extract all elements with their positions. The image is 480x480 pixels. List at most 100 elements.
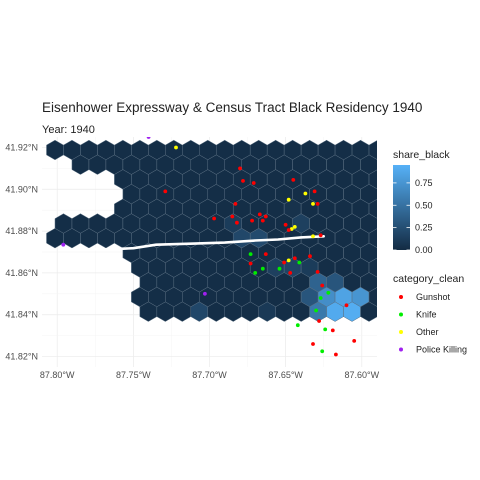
tract-hexagon	[368, 228, 377, 248]
legend-key-gunshot	[399, 295, 403, 299]
y-axis-ticks: 41.92°N 41.90°N 41.88°N 41.86°N 41.84°N 41.82…	[5, 142, 38, 361]
incident-point	[286, 258, 291, 263]
incident-point	[334, 352, 338, 357]
incident-point	[235, 220, 239, 225]
colorbar-tick-label: 0.50	[415, 200, 433, 210]
incident-point	[260, 218, 265, 223]
incident-point	[163, 189, 168, 194]
plot-panel	[42, 137, 395, 367]
y-tick-label: 41.86°N	[5, 268, 38, 278]
incident-point	[311, 234, 315, 239]
incident-point	[174, 145, 178, 150]
legend-label: Police Killing	[416, 345, 467, 355]
incident-points	[61, 137, 357, 357]
incident-point	[318, 233, 323, 238]
x-tick-label: 87.70°W	[192, 370, 227, 380]
incident-point	[283, 222, 288, 227]
incident-point	[286, 228, 291, 232]
incident-point	[323, 327, 328, 332]
legend-label: Gunshot	[416, 292, 451, 302]
incident-point	[297, 260, 302, 265]
tract-hexagon	[378, 243, 395, 263]
chart-title: Eisenhower Expressway & Census Tract Bla…	[42, 100, 422, 115]
incident-point	[352, 339, 357, 343]
incident-point	[308, 254, 312, 259]
incident-point	[286, 197, 291, 202]
legend-key-other	[399, 330, 403, 334]
incident-point	[318, 296, 323, 300]
incident-point	[263, 214, 268, 219]
tract-hexagon	[368, 140, 377, 160]
tract-hexagon	[368, 199, 377, 219]
incident-point	[248, 252, 253, 256]
incident-point	[291, 178, 296, 182]
incident-point	[311, 342, 315, 346]
eisenhower-expressway-line	[71, 235, 325, 251]
point-legend: category_clean Gunshot Knife Other Police K…	[393, 273, 467, 355]
legend-label: Knife	[416, 310, 437, 320]
x-tick-label: 87.60°W	[344, 370, 379, 380]
incident-point	[260, 266, 265, 271]
point-legend-title: category_clean	[393, 273, 464, 285]
y-tick-label: 41.82°N	[5, 352, 38, 362]
tract-hexagon	[360, 301, 377, 322]
fill-legend-ticks: 0.75 0.50 0.25 0.00	[393, 178, 433, 255]
x-tick-label: 87.80°W	[40, 370, 75, 380]
incident-point	[238, 166, 242, 171]
incident-point	[230, 214, 235, 219]
incident-point	[253, 271, 258, 275]
incident-point	[320, 283, 325, 288]
incident-point	[295, 323, 300, 328]
incident-point	[303, 191, 308, 196]
incident-point	[263, 252, 268, 256]
incident-point	[314, 308, 318, 313]
incident-point	[292, 256, 297, 261]
incident-point	[344, 303, 349, 308]
incident-point	[315, 202, 320, 206]
incident-point	[288, 271, 293, 275]
incident-point	[257, 212, 262, 217]
tract-hexagon	[378, 273, 395, 293]
legend-key-knife	[399, 312, 403, 317]
incident-point	[289, 227, 294, 231]
incident-point	[282, 260, 286, 265]
x-tick-label: 87.65°W	[268, 370, 303, 380]
x-axis-ticks: 87.80°W 87.75°W 87.70°W 87.65°W 87.60°W	[40, 370, 380, 380]
incident-point	[326, 290, 331, 295]
incident-point	[212, 216, 217, 221]
y-tick-label: 41.84°N	[5, 310, 38, 320]
incident-point	[315, 270, 320, 274]
incident-point	[241, 179, 245, 183]
tract-hexagon	[378, 214, 395, 234]
tract-hexagon	[368, 287, 377, 307]
incident-point	[312, 189, 317, 194]
y-tick-label: 41.92°N	[5, 142, 38, 152]
x-tick-label: 87.75°W	[116, 370, 151, 380]
tract-hexagon	[368, 257, 377, 278]
fill-legend-colorbar	[393, 165, 410, 250]
incident-point	[251, 181, 256, 185]
incident-point	[233, 202, 238, 206]
incident-point	[330, 328, 335, 333]
incident-point	[320, 349, 325, 354]
fill-legend-title: share_black	[393, 149, 450, 161]
incident-point	[61, 242, 66, 247]
legend-key-police-killing	[399, 347, 403, 352]
incident-point	[311, 202, 315, 206]
tract-hexagon	[378, 302, 395, 322]
incident-point	[203, 291, 207, 296]
incident-point	[248, 261, 253, 266]
fill-legend: share_black 0.75 0.50 0.25 0.00	[393, 149, 450, 255]
incident-point	[317, 319, 321, 323]
point-legend-items: Gunshot Knife Other Police Killing	[399, 292, 467, 355]
census-tract-hexgrid	[46, 139, 395, 322]
incident-point	[146, 137, 151, 139]
colorbar-tick-label: 0.75	[415, 178, 433, 188]
tract-hexagon	[378, 184, 395, 204]
colorbar-tick-label: 0.25	[415, 223, 433, 233]
y-tick-label: 41.88°N	[5, 226, 38, 236]
incident-point	[250, 218, 255, 223]
incident-point	[292, 225, 297, 229]
chart-subtitle: Year: 1940	[42, 124, 95, 136]
